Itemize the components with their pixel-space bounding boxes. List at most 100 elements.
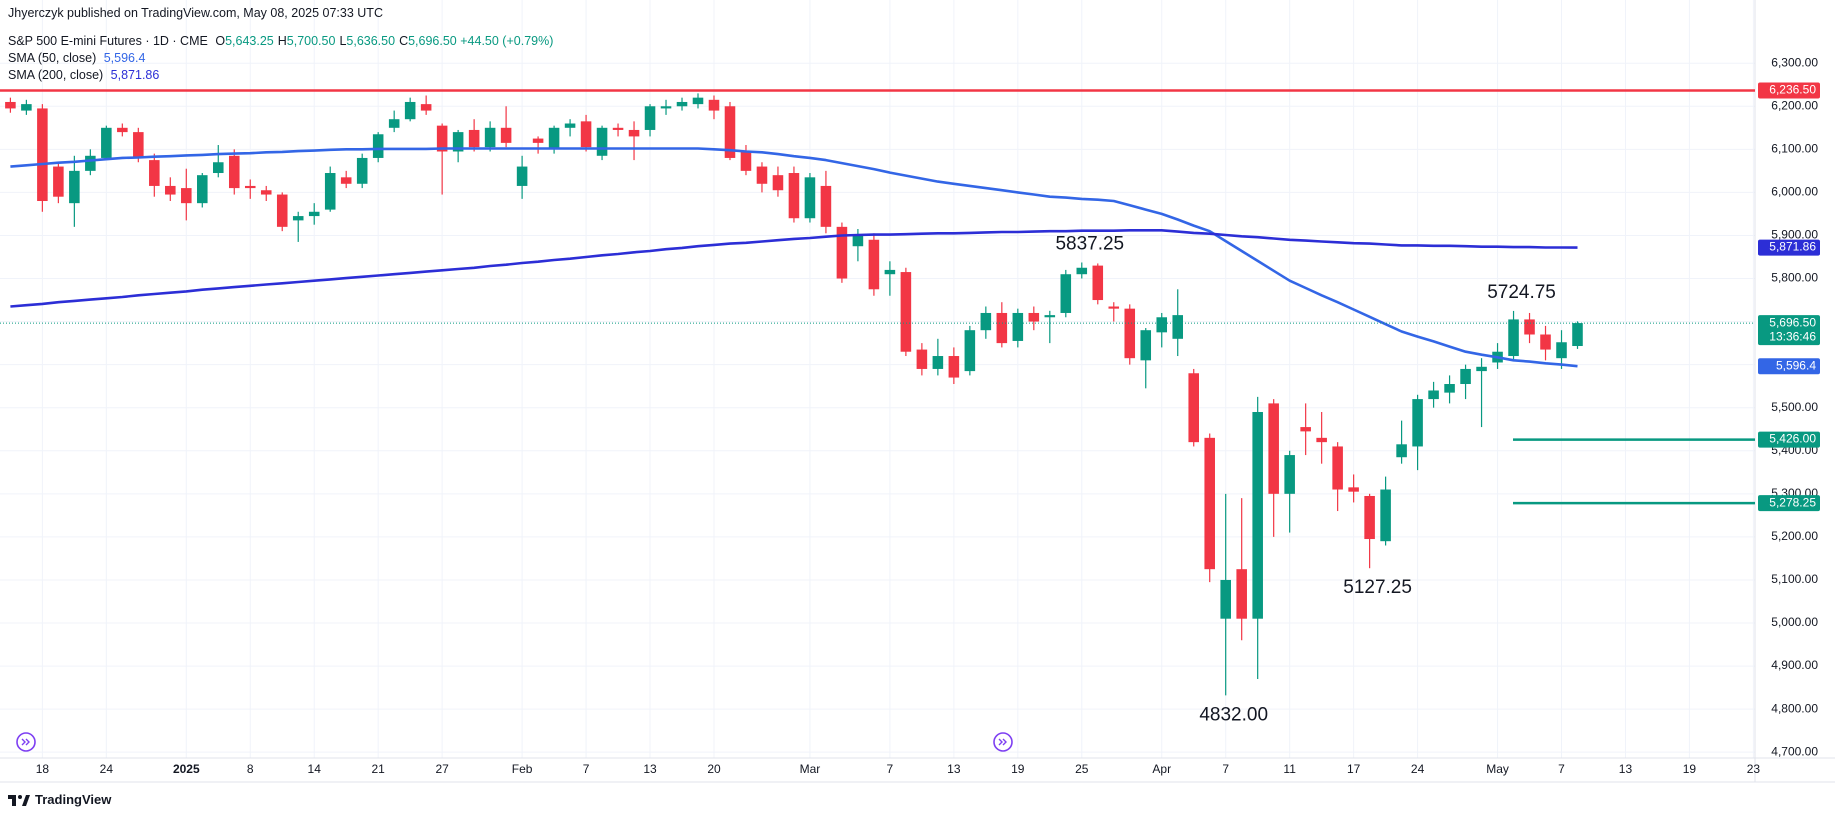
price-box [1758, 239, 1820, 256]
ohlc-values: O5,643.25 H5,700.50 L5,636.50 C5,696.50 [211, 34, 456, 48]
candle-body [660, 106, 672, 109]
candle-body [1444, 384, 1455, 393]
indicator-value: 5,596.4 [103, 51, 146, 65]
candle-body [692, 97, 704, 105]
y-tick-label: 6,300.00 [1771, 55, 1818, 69]
x-tick-label: 7 [887, 762, 894, 776]
candle-body [516, 166, 528, 186]
price-box [1758, 431, 1820, 448]
x-tick-label: 24 [100, 762, 114, 776]
ohlc-key: C [399, 34, 409, 48]
candle-body [1380, 489, 1391, 542]
candle-body [324, 173, 336, 210]
indicator-name: SMA (200, close) [8, 68, 104, 82]
price-annotation: 5724.75 [1487, 282, 1556, 303]
candle-body [1028, 312, 1040, 322]
nav-icon [16, 732, 36, 752]
candle-body [1044, 315, 1056, 318]
change: +44.50 (+0.79%) [460, 34, 554, 48]
countdown: 13:36:46 [1769, 329, 1816, 343]
candle-body [724, 106, 736, 158]
y-tick-label: 6,000.00 [1771, 185, 1818, 199]
sma200-legend: SMA (200, close) 5,871.86 [8, 68, 159, 82]
price-annotation: 5837.25 [1055, 233, 1124, 254]
candle-body [228, 155, 240, 189]
price-box [1758, 315, 1820, 346]
candle-body [37, 108, 48, 202]
brand: TradingView [8, 792, 111, 807]
price-box-label: 5,596.4 [1776, 358, 1816, 372]
candle-body [1476, 366, 1487, 372]
price-annotation: 4832.00 [1199, 704, 1268, 725]
candle-body [356, 157, 368, 184]
brand-logo [8, 794, 30, 806]
ohlc-key: H [277, 34, 287, 48]
candle-body [868, 239, 880, 290]
x-tick-label: 11 [1283, 762, 1296, 776]
candle-body [149, 160, 160, 186]
candle-body [404, 101, 416, 120]
candle-body [548, 127, 560, 150]
candle-body [1108, 306, 1120, 309]
candle-body [1412, 399, 1423, 447]
candle-body [484, 127, 496, 148]
ohlc-value: 5,636.50 [346, 34, 396, 48]
candle-body [69, 170, 80, 204]
x-tick-label: 23 [1747, 762, 1761, 776]
candle-body [980, 312, 992, 331]
candle-body [388, 119, 400, 128]
price-box [1758, 82, 1820, 99]
ohlc-value: 5,643.25 [225, 34, 274, 48]
candle-body [197, 175, 208, 204]
candle-body [452, 132, 464, 152]
y-tick-label: 5,100.00 [1771, 572, 1818, 586]
candle-body [117, 127, 128, 133]
y-tick-label: 6,100.00 [1771, 142, 1818, 156]
nav-icon-arrow [21, 738, 30, 746]
candle-body [596, 127, 608, 156]
candle-body [1188, 373, 1199, 443]
candle-body [1076, 267, 1088, 275]
candle-body [532, 138, 544, 143]
candle-body [1300, 427, 1311, 432]
x-tick-label: May [1486, 762, 1509, 776]
candle-body [788, 173, 800, 219]
ohlc-key: O [215, 34, 226, 48]
candle-body [1268, 403, 1279, 494]
candle-body [1316, 437, 1327, 443]
y-tick-label: 5,500.00 [1771, 400, 1818, 414]
candle-body [500, 127, 512, 143]
price-box-label: 5,871.86 [1769, 240, 1816, 254]
x-tick-label: 17 [1347, 762, 1361, 776]
x-tick-label: 13 [947, 762, 961, 776]
x-tick-label: 13 [643, 762, 657, 776]
candle-body [212, 162, 224, 174]
price-box [1758, 358, 1820, 375]
y-tick-label: 5,200.00 [1771, 529, 1818, 543]
x-tick-label: Mar [800, 762, 821, 776]
x-tick-label: 19 [1683, 762, 1697, 776]
candle-body [1092, 265, 1104, 301]
candle-body [308, 211, 320, 217]
candle-body [165, 185, 176, 195]
candle-body [676, 101, 688, 107]
candle-body [1140, 330, 1152, 361]
candle-body [772, 175, 784, 191]
candle-body [564, 123, 576, 128]
price-box-label: 5,426.00 [1769, 432, 1816, 446]
candle-body [836, 226, 848, 279]
candle-body [468, 129, 480, 148]
x-tick-label: 14 [308, 762, 322, 776]
x-tick-label: 27 [435, 762, 449, 776]
candle-body [181, 188, 192, 204]
ohlc-key: L [339, 34, 347, 48]
candle-body [820, 185, 832, 227]
sma50-legend: SMA (50, close) 5,596.4 [8, 51, 145, 65]
candle-body [1124, 308, 1136, 359]
candle-body [21, 104, 32, 111]
candle-body [740, 151, 752, 171]
candle-body [1460, 368, 1471, 385]
candle-body [964, 330, 976, 372]
